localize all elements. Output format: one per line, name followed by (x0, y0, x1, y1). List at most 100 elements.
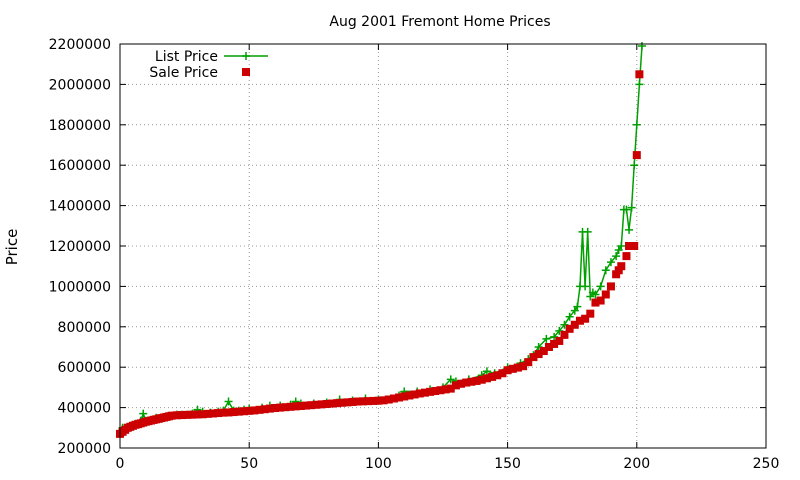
sale-price-point (508, 364, 517, 373)
list-price-point (550, 332, 559, 341)
list-price-series (116, 42, 646, 436)
sale-price-point (338, 398, 347, 407)
sale-price-point (581, 314, 590, 323)
sale-price-point (209, 409, 218, 418)
y-tick-label: 200000 (58, 441, 111, 457)
x-tick-label: 200 (623, 456, 650, 472)
sale-price-series (116, 70, 644, 438)
list-price-point (630, 161, 639, 170)
sale-price-point (265, 404, 274, 413)
sale-price-point (183, 410, 192, 419)
y-axis-label: Price (3, 229, 21, 266)
list-price-point (591, 290, 600, 299)
sale-price-point (570, 320, 579, 329)
sale-price-point (498, 369, 507, 378)
list-price-point (224, 397, 233, 406)
sale-price-point (250, 406, 259, 415)
sale-price-point (214, 409, 223, 418)
list-price-point (482, 367, 491, 376)
sale-price-point (229, 408, 238, 417)
sale-price-point (632, 151, 641, 160)
sale-price-point (550, 339, 559, 348)
legend-square-swatch (242, 68, 250, 76)
list-price-point (614, 246, 623, 255)
sale-price-point (596, 296, 605, 305)
sale-price-point (307, 401, 316, 410)
sale-price-point (219, 408, 228, 417)
sale-price-point (575, 316, 584, 325)
y-tick-label: 1400000 (49, 199, 111, 215)
sale-price-point (606, 282, 615, 291)
list-price-point (573, 302, 582, 311)
sale-price-point (312, 400, 321, 409)
sale-price-point (560, 330, 569, 339)
sale-price-point (188, 410, 197, 419)
sale-price-point (203, 409, 212, 418)
sale-price-point (519, 362, 528, 371)
list-price-point (627, 203, 636, 212)
list-price-point (534, 343, 543, 351)
list-price-point (612, 252, 621, 261)
sale-price-point (539, 347, 548, 356)
sale-price-point (178, 411, 187, 420)
sale-price-point (441, 385, 450, 394)
sale-price-point (513, 363, 522, 372)
list-price-point (139, 409, 148, 418)
sale-price-point (193, 410, 202, 419)
sale-price-point (302, 401, 311, 410)
y-tick-label: 1600000 (49, 158, 111, 174)
sale-price-point (198, 410, 207, 419)
x-tick-label: 150 (494, 456, 521, 472)
list-price-point (596, 282, 605, 291)
y-tick-label: 1000000 (49, 279, 111, 295)
y-tick-label: 800000 (58, 320, 111, 336)
sale-price-point (240, 407, 249, 416)
x-tick-label: 0 (116, 456, 125, 472)
sale-price-point (622, 252, 631, 261)
list-price-line (119, 45, 643, 433)
sale-price-point (322, 399, 331, 408)
series-layer (116, 42, 646, 438)
sale-price-point (426, 387, 435, 396)
sale-price-point (436, 386, 445, 395)
sale-price-point (431, 387, 440, 396)
sale-price-point (415, 389, 424, 398)
sale-price-point (353, 397, 362, 406)
list-price-point (635, 80, 644, 89)
sale-price-point (614, 266, 623, 275)
y-tick-label: 600000 (58, 360, 111, 376)
legend-label: List Price (155, 49, 218, 65)
sale-price-point (617, 262, 626, 271)
sale-price-point (296, 401, 305, 410)
y-tick-label: 1200000 (49, 239, 111, 255)
sale-price-point (467, 377, 476, 386)
sale-price-point (286, 402, 295, 411)
sale-price-point (625, 242, 634, 250)
sale-price-point (534, 350, 543, 359)
list-price-point (586, 292, 595, 301)
x-tick-label: 250 (753, 456, 780, 472)
sale-price-point (612, 270, 621, 279)
list-price-point (565, 312, 574, 321)
sale-price-point (384, 395, 393, 404)
sale-price-point (260, 405, 269, 414)
sale-price-point (400, 392, 409, 401)
sale-price-point (317, 400, 326, 409)
sale-price-point (291, 402, 300, 411)
sale-price-point (343, 398, 352, 407)
list-price-point (570, 306, 579, 315)
legend-label: Sale Price (149, 65, 218, 81)
list-price-point (560, 320, 569, 329)
y-tick-label: 2000000 (49, 77, 111, 93)
sale-price-point (327, 399, 336, 408)
sale-price-point (281, 403, 290, 412)
list-price-point (617, 242, 626, 250)
sale-price-point (420, 388, 429, 397)
sale-price-point (410, 390, 419, 399)
sale-price-point (451, 381, 460, 390)
sale-price-point (271, 404, 280, 413)
list-price-point (581, 282, 590, 291)
sale-price-point (245, 406, 254, 415)
